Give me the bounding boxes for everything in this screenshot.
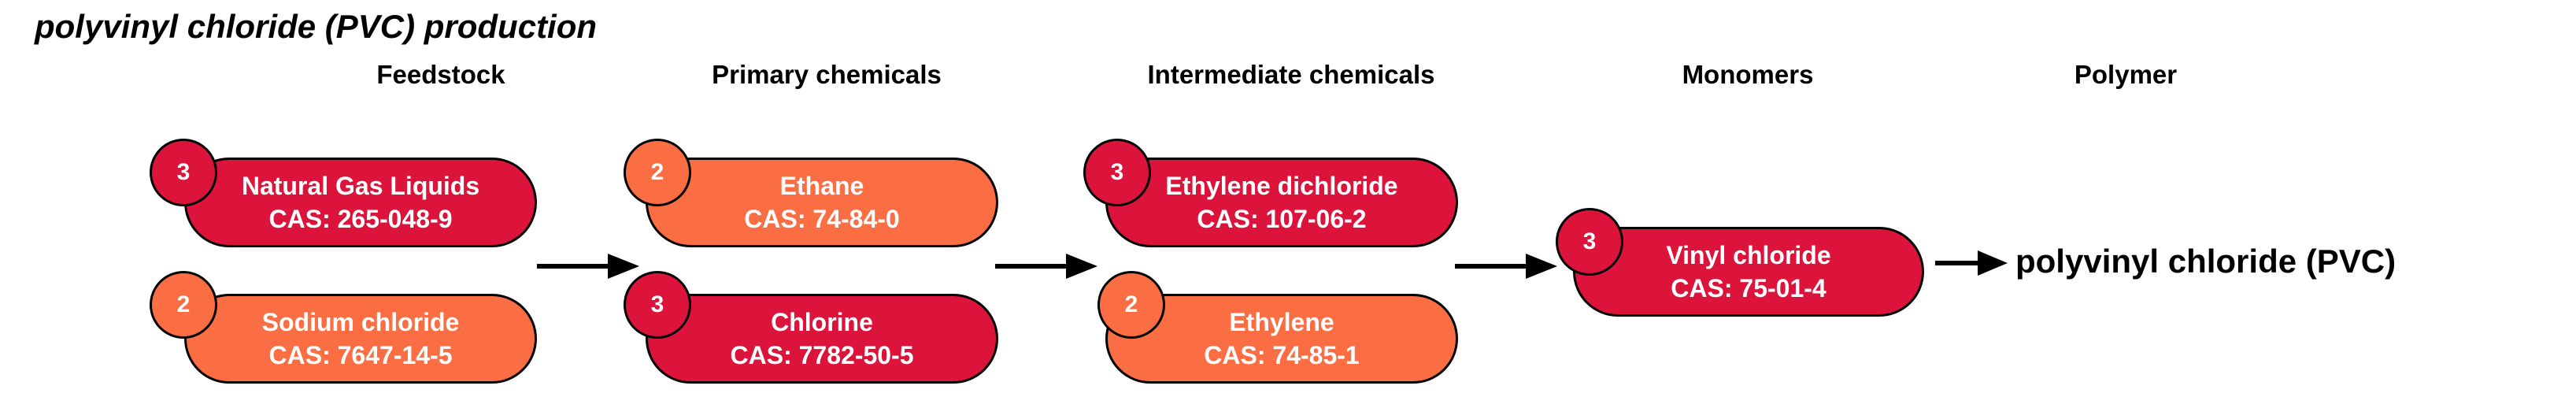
column-header-feedstock: Feedstock bbox=[376, 60, 505, 89]
arrow-head bbox=[1526, 254, 1557, 279]
node-name: Ethylene bbox=[1229, 308, 1334, 336]
node-natural-gas-liquids: Natural Gas Liquids CAS: 265-048-9 bbox=[184, 158, 537, 247]
arrow-monomer-to-polymer bbox=[1935, 250, 2008, 276]
column-header-polymer: Polymer bbox=[2074, 60, 2178, 89]
node-name: Natural Gas Liquids bbox=[241, 172, 480, 200]
hazard-rating-badge: 2 bbox=[624, 139, 691, 206]
column-header-intermediate-chemicals: Intermediate chemicals bbox=[1147, 60, 1435, 89]
node-chlorine: Chlorine CAS: 7782-50-5 bbox=[646, 294, 998, 384]
node-name: Vinyl chloride bbox=[1666, 241, 1831, 269]
arrow-head bbox=[1978, 250, 2008, 276]
arrow-primary-to-intermediate bbox=[995, 254, 1097, 279]
node-cas-number: CAS: 107-06-2 bbox=[1197, 205, 1367, 233]
hazard-rating-badge: 3 bbox=[1556, 208, 1623, 276]
arrow-head bbox=[1066, 254, 1097, 279]
arrow-intermediate-to-monomer bbox=[1455, 254, 1557, 279]
node-ethylene-dichloride: Ethylene dichloride CAS: 107-06-2 bbox=[1105, 158, 1458, 247]
node-cas-number: CAS: 265-048-9 bbox=[268, 205, 453, 233]
node-name: Ethylene dichloride bbox=[1165, 172, 1398, 200]
hazard-rating-badge: 3 bbox=[1083, 139, 1151, 206]
arrow-feedstock-to-primary bbox=[537, 254, 639, 279]
column-header-primary-chemicals: Primary chemicals bbox=[712, 60, 942, 89]
polymer-product: polyvinyl chloride (PVC) bbox=[2015, 243, 2396, 280]
hazard-rating-badge: 3 bbox=[624, 271, 691, 339]
node-vinyl-chloride: Vinyl chloride CAS: 75-01-4 bbox=[1573, 227, 1924, 317]
column-header-monomers: Monomers bbox=[1682, 60, 1814, 89]
hazard-rating-badge: 3 bbox=[150, 139, 217, 206]
hazard-rating-badge: 2 bbox=[150, 271, 217, 339]
node-cas-number: CAS: 74-85-1 bbox=[1204, 341, 1360, 369]
hazard-rating-badge: 2 bbox=[1097, 271, 1165, 339]
node-sodium-chloride: Sodium chloride CAS: 7647-14-5 bbox=[184, 294, 537, 384]
node-cas-number: CAS: 7647-14-5 bbox=[268, 341, 453, 369]
node-cas-number: CAS: 74-84-0 bbox=[744, 205, 900, 233]
arrow-head bbox=[608, 254, 639, 279]
node-cas-number: CAS: 75-01-4 bbox=[1671, 274, 1827, 302]
node-ethane: Ethane CAS: 74-84-0 bbox=[646, 158, 998, 247]
node-name: Chlorine bbox=[771, 308, 873, 336]
title: polyvinyl chloride (PVC) production bbox=[35, 8, 598, 45]
node-cas-number: CAS: 7782-50-5 bbox=[730, 341, 914, 369]
node-name: Sodium chloride bbox=[261, 308, 460, 336]
node-name: Ethane bbox=[779, 172, 864, 200]
